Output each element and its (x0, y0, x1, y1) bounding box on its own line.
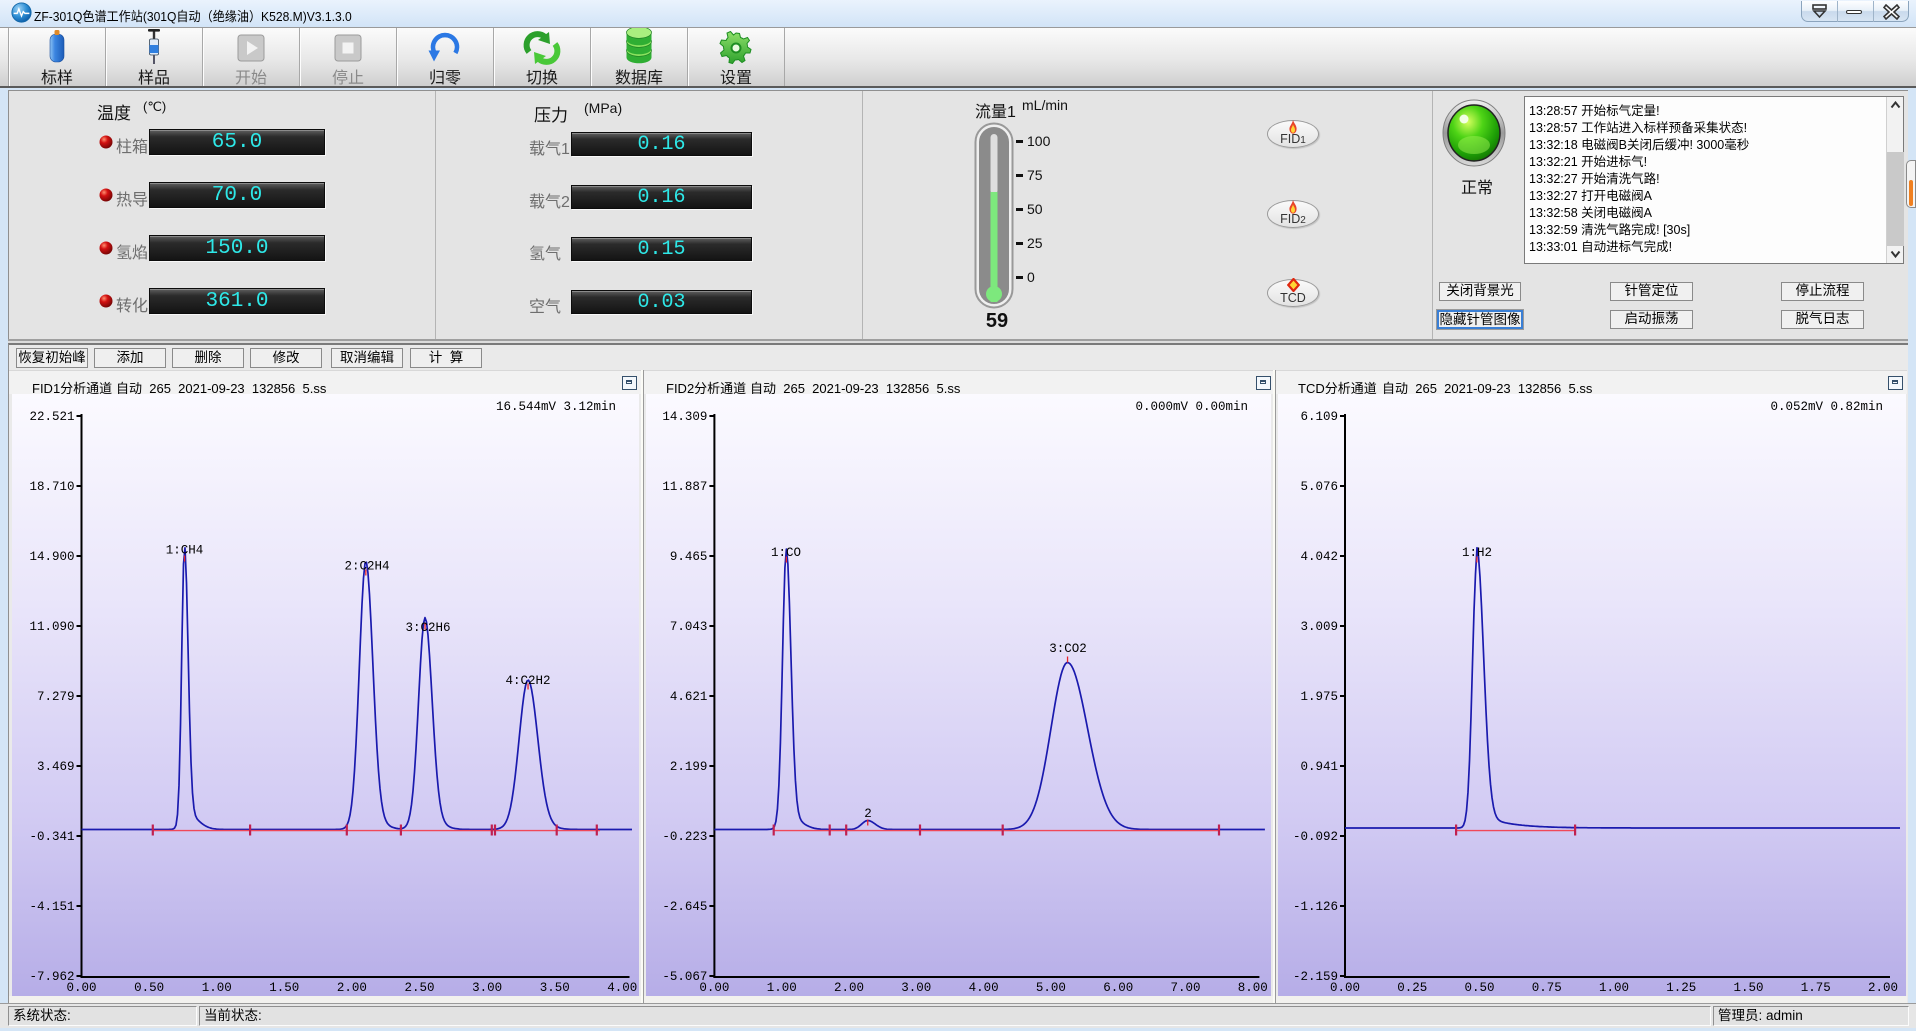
svg-text:7.00: 7.00 (1170, 981, 1200, 995)
svg-text:1.00: 1.00 (767, 981, 797, 995)
svg-text:7.279: 7.279 (37, 690, 75, 704)
svg-text:0.75: 0.75 (1532, 981, 1562, 995)
svg-text:-4.151: -4.151 (29, 900, 74, 914)
svg-text:-0.092: -0.092 (1293, 830, 1338, 844)
svg-text:0.50: 0.50 (1464, 981, 1494, 995)
svg-text:1:H2: 1:H2 (1462, 546, 1492, 560)
svg-text:0.50: 0.50 (134, 981, 164, 995)
svg-text:22.521: 22.521 (29, 410, 74, 424)
svg-text:1:CO: 1:CO (771, 546, 801, 560)
svg-text:9.465: 9.465 (670, 550, 708, 564)
svg-text:-0.341: -0.341 (29, 830, 74, 844)
svg-text:3.00: 3.00 (901, 981, 931, 995)
svg-text:1.00: 1.00 (202, 981, 232, 995)
svg-text:14.900: 14.900 (29, 550, 74, 564)
svg-text:4.042: 4.042 (1300, 550, 1338, 564)
svg-text:4.00: 4.00 (607, 981, 637, 995)
svg-text:2.199: 2.199 (670, 760, 708, 774)
svg-text:6.109: 6.109 (1300, 410, 1338, 424)
svg-text:3.469: 3.469 (37, 760, 75, 774)
svg-text:6.00: 6.00 (1103, 981, 1133, 995)
svg-text:8.00: 8.00 (1238, 981, 1268, 995)
svg-text:3.00: 3.00 (472, 981, 502, 995)
svg-text:11.887: 11.887 (662, 480, 707, 494)
svg-text:-1.126: -1.126 (1293, 900, 1338, 914)
svg-text:-2.645: -2.645 (662, 900, 707, 914)
svg-text:1.75: 1.75 (1801, 981, 1831, 995)
svg-text:1.25: 1.25 (1666, 981, 1696, 995)
svg-text:2.50: 2.50 (404, 981, 434, 995)
svg-text:-5.067: -5.067 (662, 970, 707, 984)
svg-text:0.00: 0.00 (66, 981, 96, 995)
svg-text:7.043: 7.043 (670, 620, 708, 634)
svg-text:1.50: 1.50 (1733, 981, 1763, 995)
svg-text:-2.159: -2.159 (1293, 970, 1338, 984)
svg-text:16.544mV 3.12min: 16.544mV 3.12min (496, 400, 616, 414)
svg-text:0.00: 0.00 (1330, 981, 1360, 995)
svg-text:5.076: 5.076 (1300, 480, 1338, 494)
svg-text:1.50: 1.50 (269, 981, 299, 995)
svg-text:-0.223: -0.223 (662, 830, 707, 844)
svg-text:-7.962: -7.962 (29, 970, 74, 984)
svg-text:2: 2 (864, 807, 872, 821)
svg-text:2:C2H4: 2:C2H4 (344, 560, 389, 574)
svg-text:3.009: 3.009 (1300, 620, 1338, 634)
svg-text:0.052mV 0.82min: 0.052mV 0.82min (1770, 400, 1883, 414)
svg-text:3.50: 3.50 (540, 981, 570, 995)
svg-text:2.00: 2.00 (1868, 981, 1898, 995)
svg-text:5.00: 5.00 (1036, 981, 1066, 995)
svg-text:1.00: 1.00 (1599, 981, 1629, 995)
svg-text:1:CH4: 1:CH4 (166, 544, 204, 558)
svg-text:0.00: 0.00 (699, 981, 729, 995)
svg-text:3:C2H6: 3:C2H6 (405, 621, 450, 635)
svg-text:4:C2H2: 4:C2H2 (505, 674, 550, 688)
svg-text:0.941: 0.941 (1300, 760, 1338, 774)
svg-text:3:CO2: 3:CO2 (1049, 642, 1087, 656)
svg-text:11.090: 11.090 (29, 620, 74, 634)
svg-text:2.00: 2.00 (337, 981, 367, 995)
svg-text:4.00: 4.00 (969, 981, 999, 995)
svg-text:0.25: 0.25 (1397, 981, 1427, 995)
svg-text:1.975: 1.975 (1300, 690, 1338, 704)
svg-text:2.00: 2.00 (834, 981, 864, 995)
svg-text:14.309: 14.309 (662, 410, 707, 424)
svg-text:4.621: 4.621 (670, 690, 708, 704)
svg-text:0.000mV 0.00min: 0.000mV 0.00min (1135, 400, 1248, 414)
svg-text:18.710: 18.710 (29, 480, 74, 494)
